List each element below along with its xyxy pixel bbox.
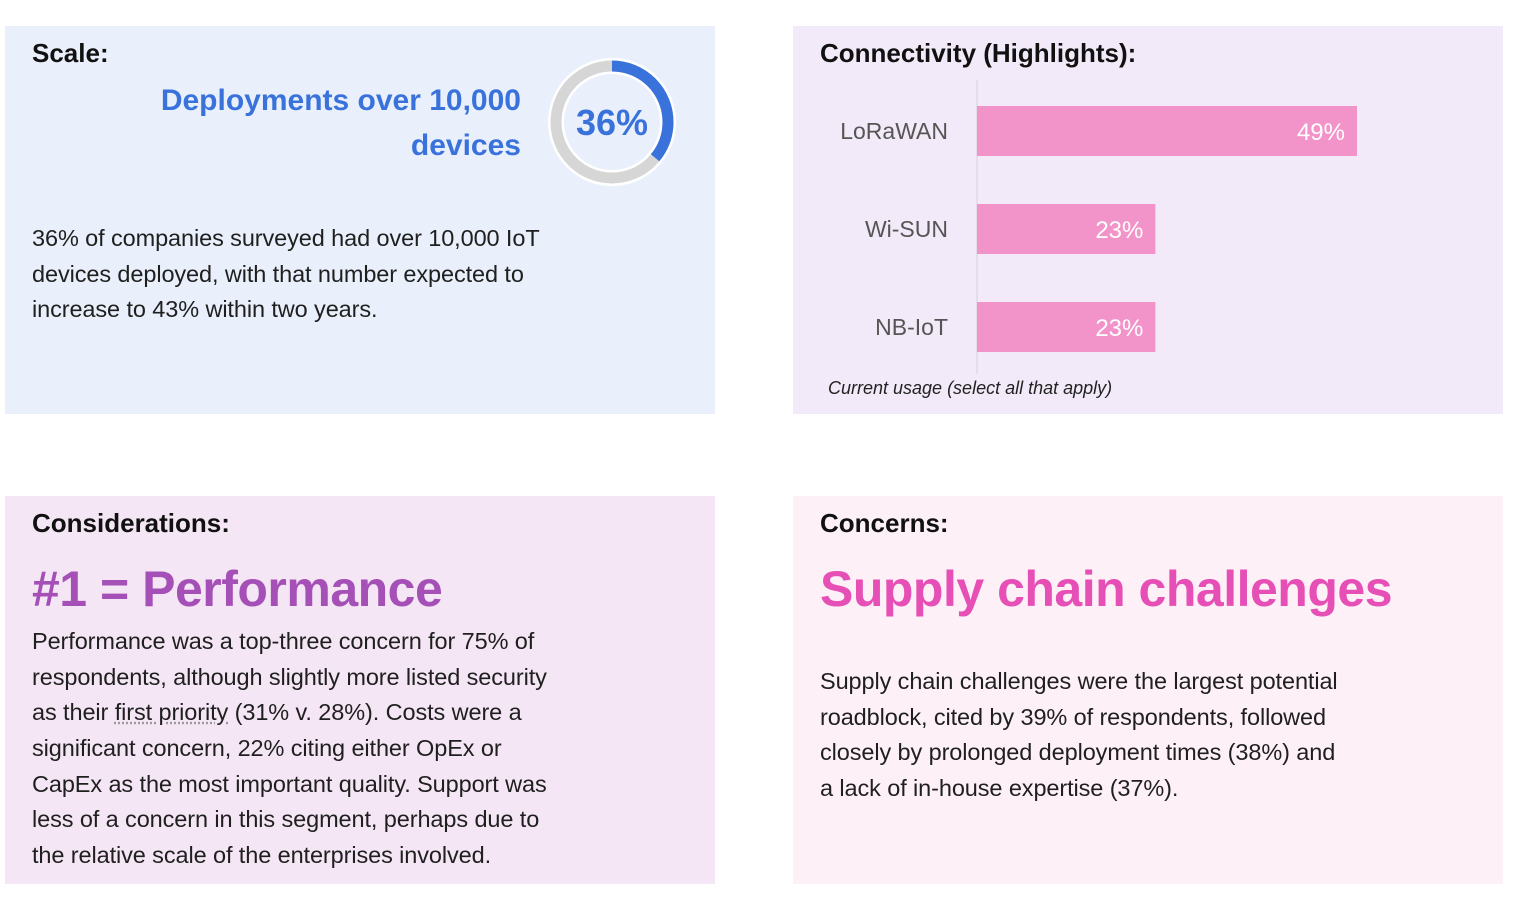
body-line: roadblock, cited by 39% of respondents, … bbox=[820, 703, 1326, 730]
body-line: the relative scale of the enterprises in… bbox=[32, 838, 547, 874]
body-line: Performance was a top-three concern for … bbox=[32, 624, 547, 660]
considerations-panel: Considerations: #1 = Performance Perform… bbox=[5, 496, 715, 884]
bar-nb-iot bbox=[977, 302, 1156, 352]
body-line: as their first priority (31% v. 28%). Co… bbox=[32, 695, 547, 731]
headline-line: Deployments over 10,000 bbox=[160, 84, 521, 117]
body-line: closely by prolonged deployment times (3… bbox=[820, 739, 1336, 766]
headline-line: devices bbox=[410, 129, 521, 162]
text-segment: (31% v. 28%). Costs were a bbox=[228, 699, 522, 726]
concerns-panel: Concerns: Supply chain challenges Supply… bbox=[793, 496, 1503, 884]
scale-body: 36% of companies surveyed had over 10,00… bbox=[32, 221, 540, 328]
scale-title: Scale: bbox=[32, 38, 109, 68]
category-label: LoRaWAN bbox=[840, 118, 948, 144]
deployments-headline: Deployments over 10,000 devices bbox=[161, 78, 521, 168]
body-line: less of a concern in this segment, perha… bbox=[32, 802, 547, 838]
body-line: a lack of in-house expertise (37%). bbox=[820, 775, 1179, 802]
text-segment: respondents, although slightly more list… bbox=[32, 663, 547, 690]
percent-donut-chart: 36% bbox=[548, 58, 676, 186]
donut-label: 36% bbox=[576, 102, 648, 143]
category-label: Wi-SUN bbox=[865, 216, 948, 242]
body-line: Supply chain challenges were the largest… bbox=[820, 668, 1338, 694]
bar-lorawan bbox=[977, 106, 1357, 156]
concerns-body: Supply chain challenges were the largest… bbox=[820, 664, 1338, 807]
body-line: respondents, although slightly more list… bbox=[32, 660, 547, 696]
connectivity-bar-chart: LoRaWAN 49% Wi-SUN 23% NB-IoT 23% Current usa… bbox=[828, 80, 1357, 398]
body-line: 36% of companies surveyed had over 10,00… bbox=[32, 225, 540, 251]
data-label: 23% bbox=[1095, 315, 1143, 342]
connectivity-panel: Connectivity (Highlights): LoRaWAN 49% Wi-… bbox=[793, 26, 1503, 414]
body-line: devices deployed, with that number expec… bbox=[32, 260, 524, 287]
donut-value-arc bbox=[550, 60, 674, 184]
body-line: CapEx as the most important quality. Sup… bbox=[32, 767, 547, 803]
bar-wi-sun bbox=[977, 204, 1156, 254]
body-line: significant concern, 22% citing either O… bbox=[32, 731, 547, 767]
text-segment: the relative scale of the enterprises in… bbox=[32, 842, 492, 869]
body-line: increase to 43% within two years. bbox=[32, 296, 378, 323]
chart-note: Current usage (select all that apply) bbox=[828, 378, 1112, 398]
data-label: 23% bbox=[1095, 217, 1143, 244]
connectivity-title: Connectivity (Highlights): bbox=[820, 38, 1137, 68]
data-label: 49% bbox=[1297, 119, 1345, 146]
scale-panel: Scale: Deployments over 10,000 devices 3… bbox=[5, 26, 715, 414]
text-segment: less of a concern in this segment, perha… bbox=[32, 806, 540, 833]
text-segment: as their bbox=[32, 699, 115, 726]
text-segment: significant concern, 22% citing either O… bbox=[32, 735, 502, 762]
text-segment: CapEx as the most important quality. Sup… bbox=[32, 770, 547, 797]
considerations-title: Considerations: bbox=[32, 508, 230, 538]
concerns-headline: Supply chain challenges bbox=[820, 561, 1393, 617]
spellcheck-underlined-text: first priority bbox=[114, 699, 229, 726]
considerations-body: Performance was a top-three concern for … bbox=[32, 624, 547, 874]
category-label: NB-IoT bbox=[875, 314, 948, 340]
considerations-headline: #1 = Performance bbox=[32, 561, 443, 617]
text-segment: Performance was a top-three concern for … bbox=[32, 628, 535, 654]
concerns-title: Concerns: bbox=[820, 508, 949, 538]
